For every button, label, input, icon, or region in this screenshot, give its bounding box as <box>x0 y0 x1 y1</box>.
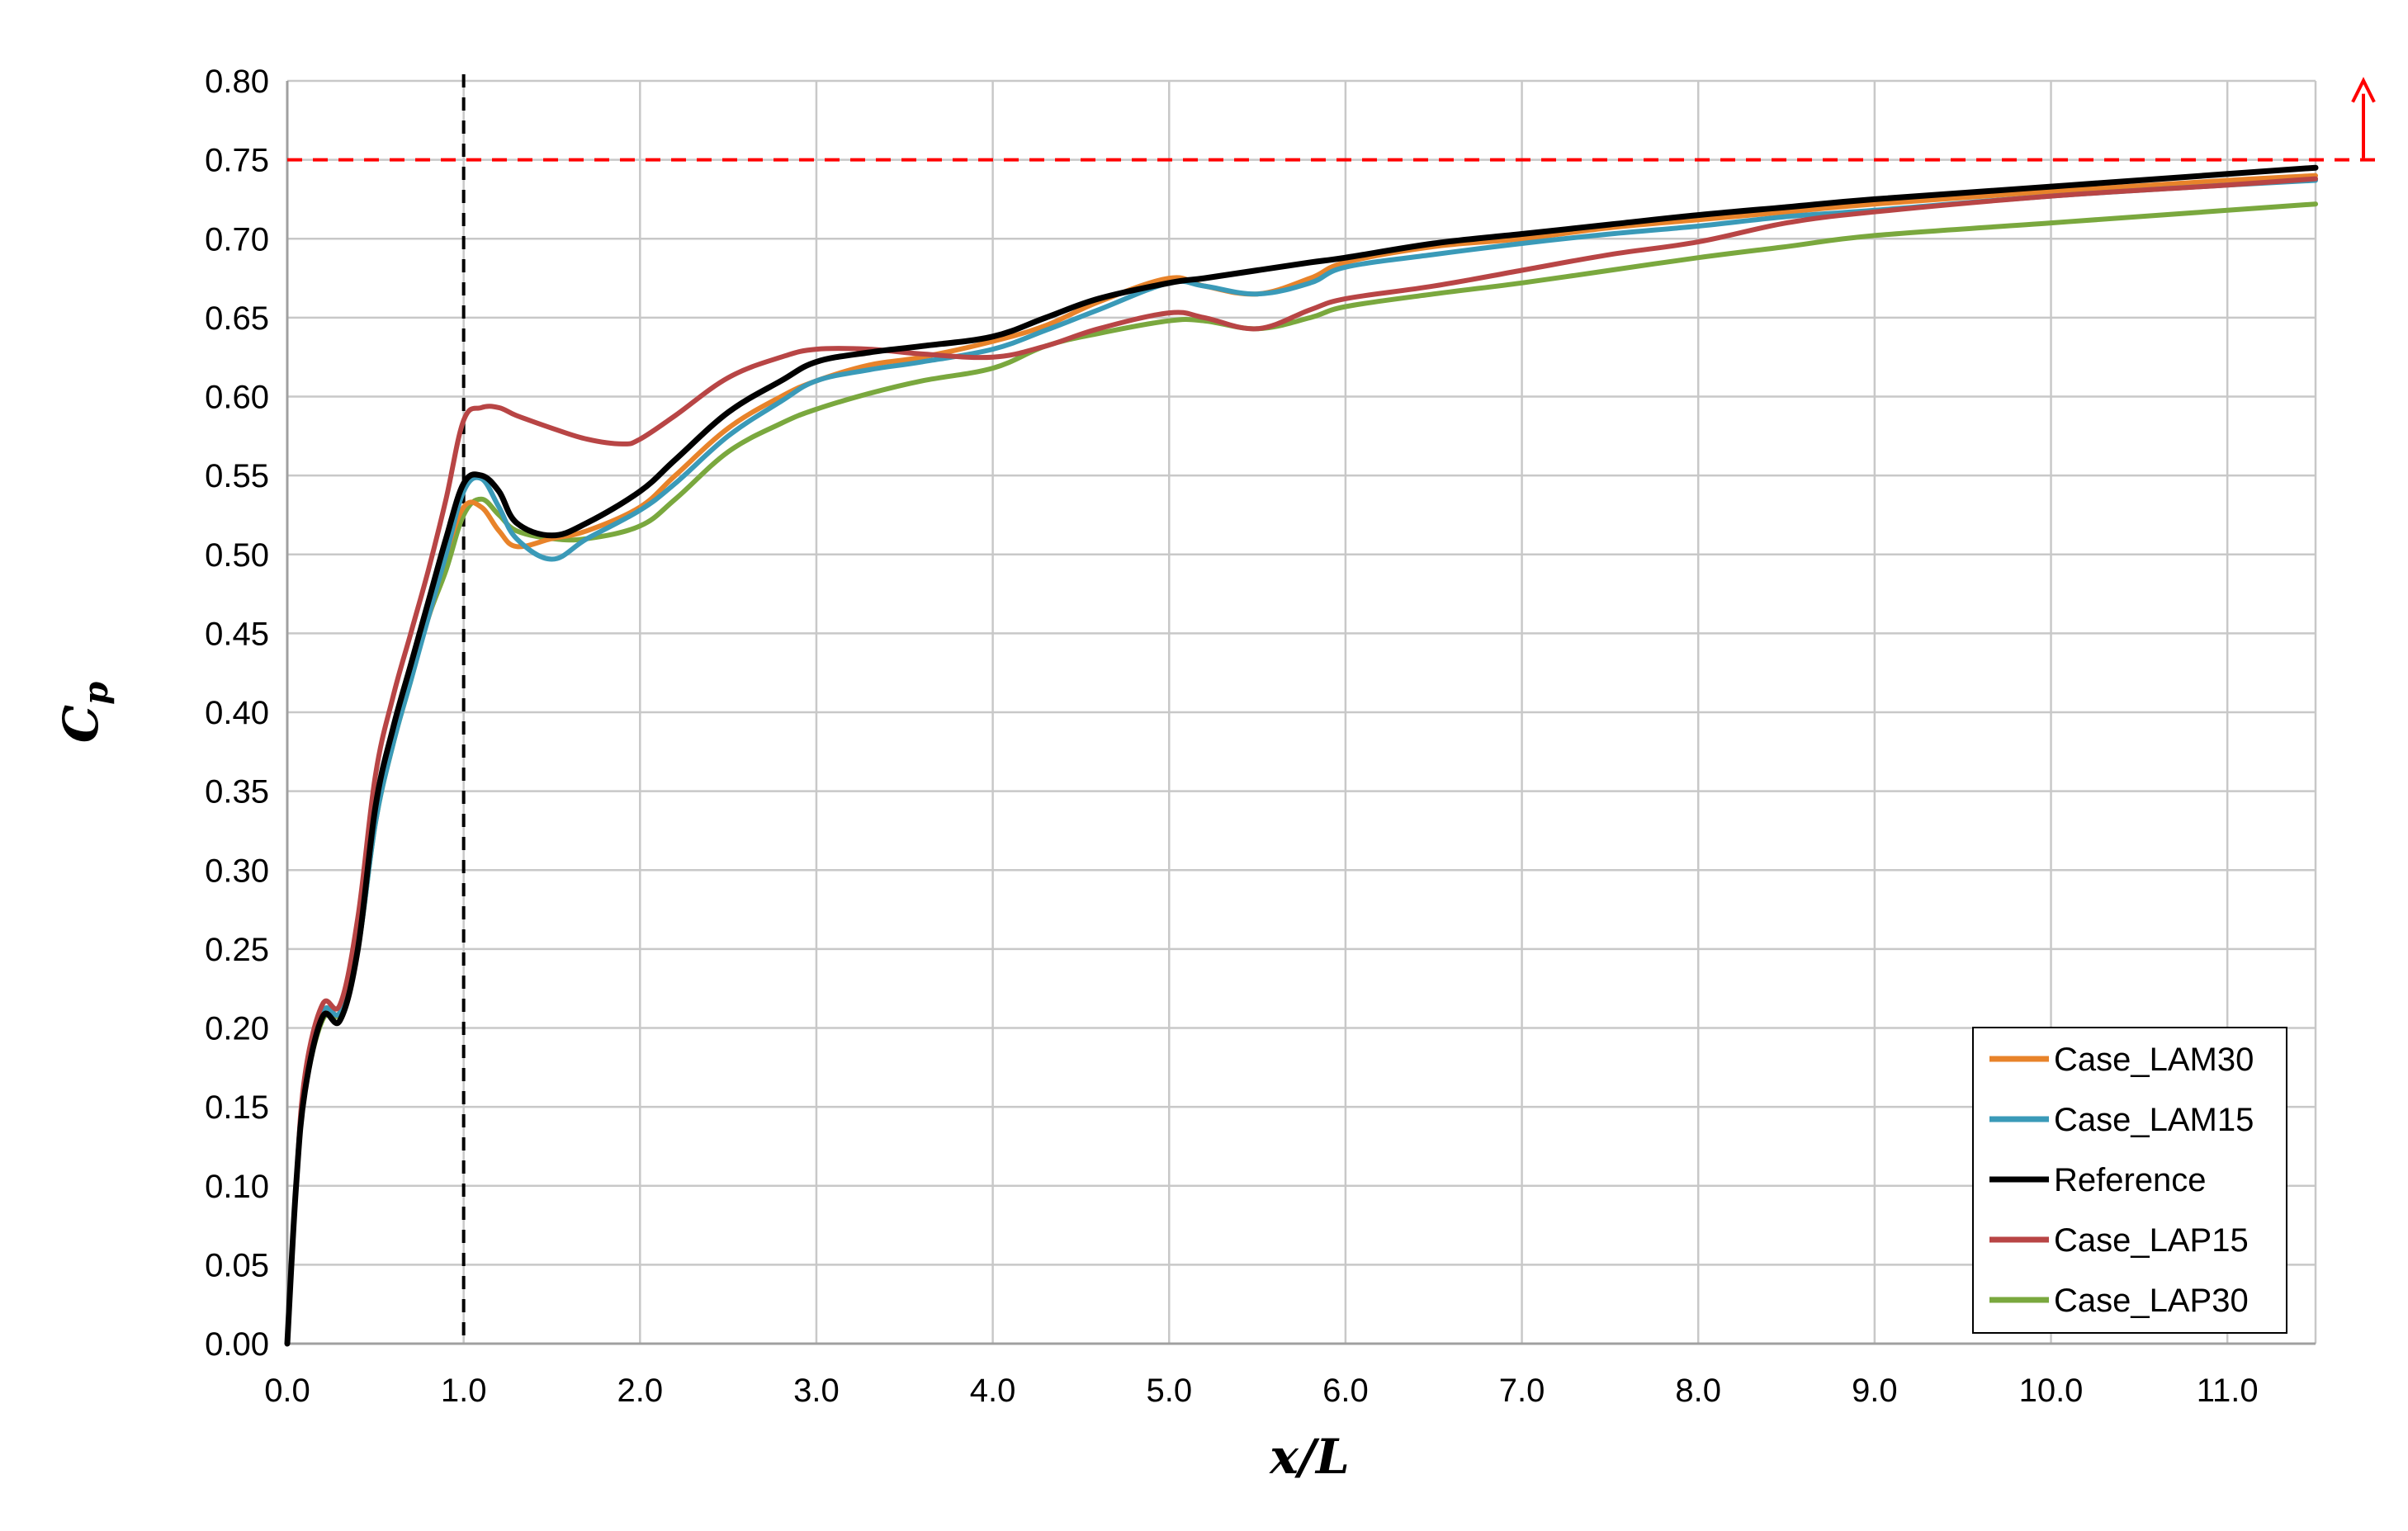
legend-label: Reference <box>2054 1162 2207 1198</box>
y-tick-label: 0.20 <box>205 1011 269 1047</box>
gridlines <box>286 79 2317 1345</box>
axis-titles: x/L Cp <box>53 682 1350 1485</box>
x-tick-label: 9.0 <box>1852 1373 1898 1409</box>
series-line-reference <box>284 164 2319 1347</box>
y-axis-title-subscript: p <box>77 682 116 705</box>
y-tick-label: 0.05 <box>205 1247 269 1283</box>
y-tick-label: 0.40 <box>205 695 269 731</box>
x-tick-label: 5.0 <box>1146 1373 1192 1409</box>
x-tick-label: 3.0 <box>793 1373 840 1409</box>
y-axis-title-main: C <box>53 705 109 743</box>
x-tick-label: 7.0 <box>1499 1373 1545 1409</box>
y-tick-label: 0.15 <box>205 1089 269 1126</box>
tick-labels: 0.00 0.05 0.10 0.15 0.20 0.25 0.30 0.35 0.40 0.45… <box>205 64 2258 1409</box>
y-tick-label: 0.45 <box>205 616 269 652</box>
legend-label: Case_LAM15 <box>2054 1102 2254 1138</box>
y-tick-label: 0.55 <box>205 458 269 494</box>
x-tick-label: 2.0 <box>617 1373 663 1409</box>
y-tick-label: 0.70 <box>205 221 269 258</box>
legend-label: Case_LAP15 <box>2054 1222 2249 1259</box>
series-lines <box>284 164 2319 1347</box>
legend-label: Case_LAP30 <box>2054 1283 2249 1319</box>
y-tick-label: 0.50 <box>205 537 269 574</box>
y-tick-label: 0.75 <box>205 143 269 179</box>
x-tick-label: 4.0 <box>970 1373 1016 1409</box>
arrow-head-icon <box>2351 77 2376 103</box>
y-tick-label: 0.80 <box>205 64 269 100</box>
x-tick-label: 6.0 <box>1322 1373 1369 1409</box>
y-tick-label: 0.30 <box>205 853 269 889</box>
y-tick-label: 0.60 <box>205 380 269 416</box>
reference-lines <box>287 74 2380 1344</box>
legend-label: Case_LAM30 <box>2054 1042 2254 1078</box>
y-tick-label: 0.25 <box>205 932 269 968</box>
x-tick-label: 11.0 <box>2197 1373 2259 1409</box>
y-tick-label: 0.35 <box>205 774 269 810</box>
x-tick-label: 0.0 <box>264 1373 310 1409</box>
x-tick-label: 1.0 <box>441 1373 487 1409</box>
legend: Case_LAM30 Case_LAM15 Reference Case_LAP15 C… <box>1972 1027 2287 1334</box>
y-tick-label: 0.10 <box>205 1169 269 1205</box>
x-tick-label: 10.0 <box>2019 1373 2084 1409</box>
y-tick-label: 0.65 <box>205 300 269 337</box>
x-tick-label: 8.0 <box>1675 1373 1721 1409</box>
y-tick-label: 0.00 <box>205 1326 269 1363</box>
y-axis-title: Cp <box>53 682 116 743</box>
x-axis-title: x/L <box>1268 1429 1350 1485</box>
series-line-case-lap15 <box>285 176 2318 1346</box>
